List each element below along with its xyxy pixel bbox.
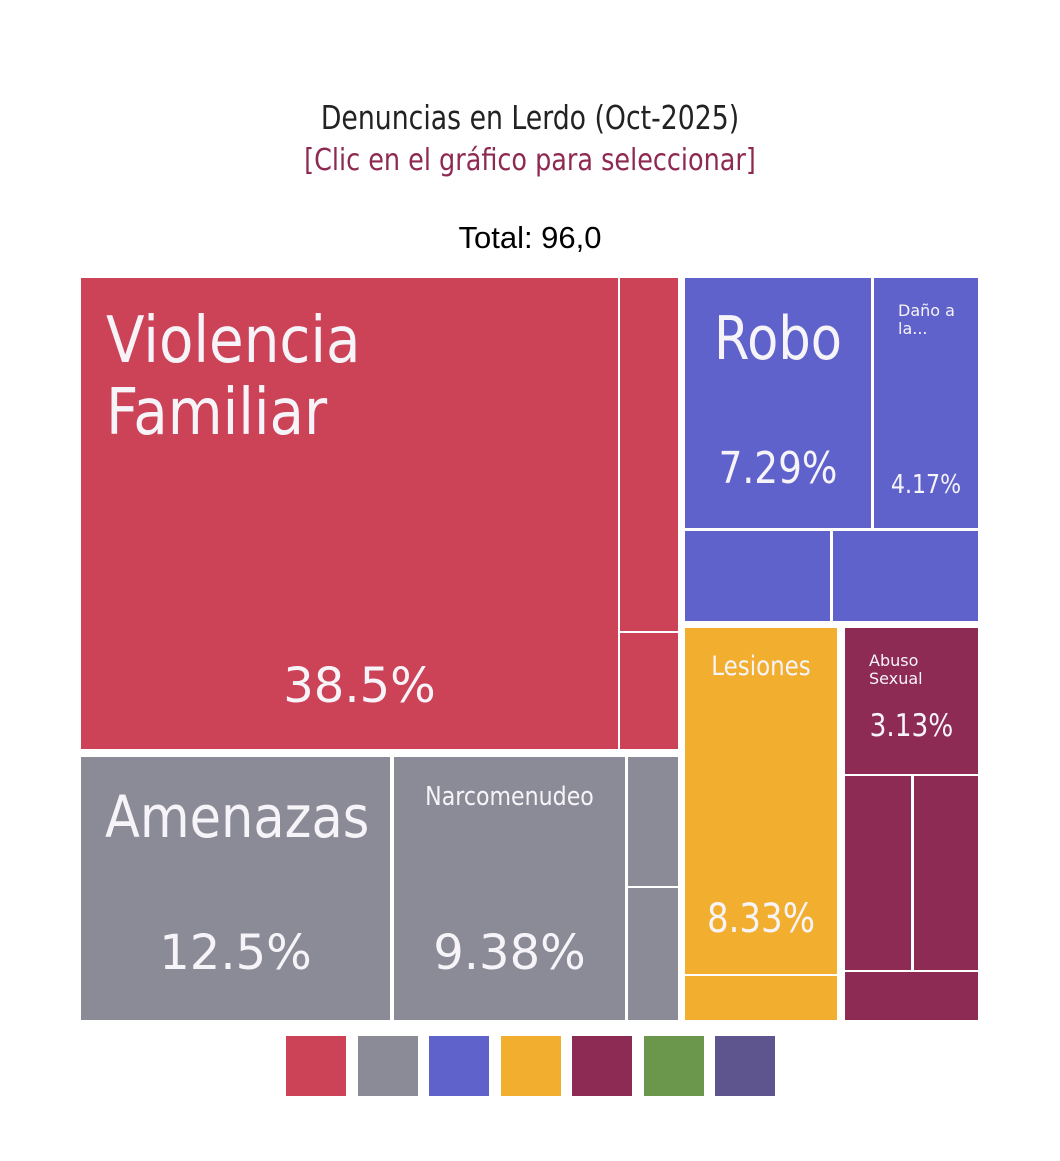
cell-label: Amenazas (105, 783, 370, 851)
legend-swatch[interactable] (429, 1036, 489, 1096)
treemap-cell[interactable] (685, 976, 837, 1020)
legend-swatch[interactable] (715, 1036, 775, 1096)
legend-swatch[interactable] (500, 1036, 561, 1096)
cell-percent: 12.5% (159, 925, 312, 981)
treemap-cell-robo[interactable]: Robo 7.29% (685, 278, 871, 528)
treemap-cell-amenazas[interactable]: Amenazas 12.5% (81, 757, 390, 1020)
legend-swatch[interactable] (286, 1036, 346, 1096)
cell-percent: 38.5% (283, 658, 436, 714)
treemap-cell[interactable] (628, 888, 678, 1020)
treemap-cell-dano[interactable]: Daño a la... 4.17% (874, 278, 978, 528)
cell-label: Narcomenudeo (425, 782, 594, 812)
legend-swatch[interactable] (357, 1036, 418, 1096)
treemap-cell[interactable] (845, 776, 911, 970)
cell-label: Violencia Familiar (106, 304, 361, 450)
treemap-cell-lesiones[interactable]: Lesiones 8.33% (685, 628, 837, 974)
total-label: Total: 96,0 (458, 220, 602, 255)
treemap-cell[interactable] (628, 757, 678, 886)
chart-title: Denuncias en Lerdo (Oct-2025) (320, 98, 740, 137)
cell-percent: 3.13% (869, 708, 954, 744)
treemap-cell[interactable] (685, 531, 830, 621)
cell-label: Lesiones (711, 651, 811, 682)
cell-percent: 9.38% (433, 925, 586, 981)
cell-percent: 7.29% (718, 443, 838, 494)
cell-percent: 4.17% (890, 470, 962, 500)
treemap-cell[interactable] (833, 531, 978, 621)
treemap-cell[interactable] (620, 278, 678, 631)
treemap-cell-violencia-familiar[interactable]: Violencia Familiar 38.5% (81, 278, 618, 749)
chart-subtitle[interactable]: [Clic en el gráfico para seleccionar] (304, 143, 756, 178)
treemap-cell[interactable] (620, 633, 678, 749)
treemap-cell-narcomenudeo[interactable]: Narcomenudeo 9.38% (394, 757, 625, 1020)
treemap-cell[interactable] (914, 776, 978, 970)
cell-percent: 8.33% (706, 896, 816, 942)
cell-label: Abuso Sexual (869, 651, 923, 688)
treemap-cell[interactable] (845, 972, 978, 1020)
cell-label: Daño a la... (898, 301, 955, 338)
legend-swatch[interactable] (643, 1036, 704, 1096)
treemap-cell-abuso-sexual[interactable]: Abuso Sexual 3.13% (845, 628, 978, 774)
cell-label: Robo (714, 304, 842, 374)
legend-swatch[interactable] (572, 1036, 632, 1096)
